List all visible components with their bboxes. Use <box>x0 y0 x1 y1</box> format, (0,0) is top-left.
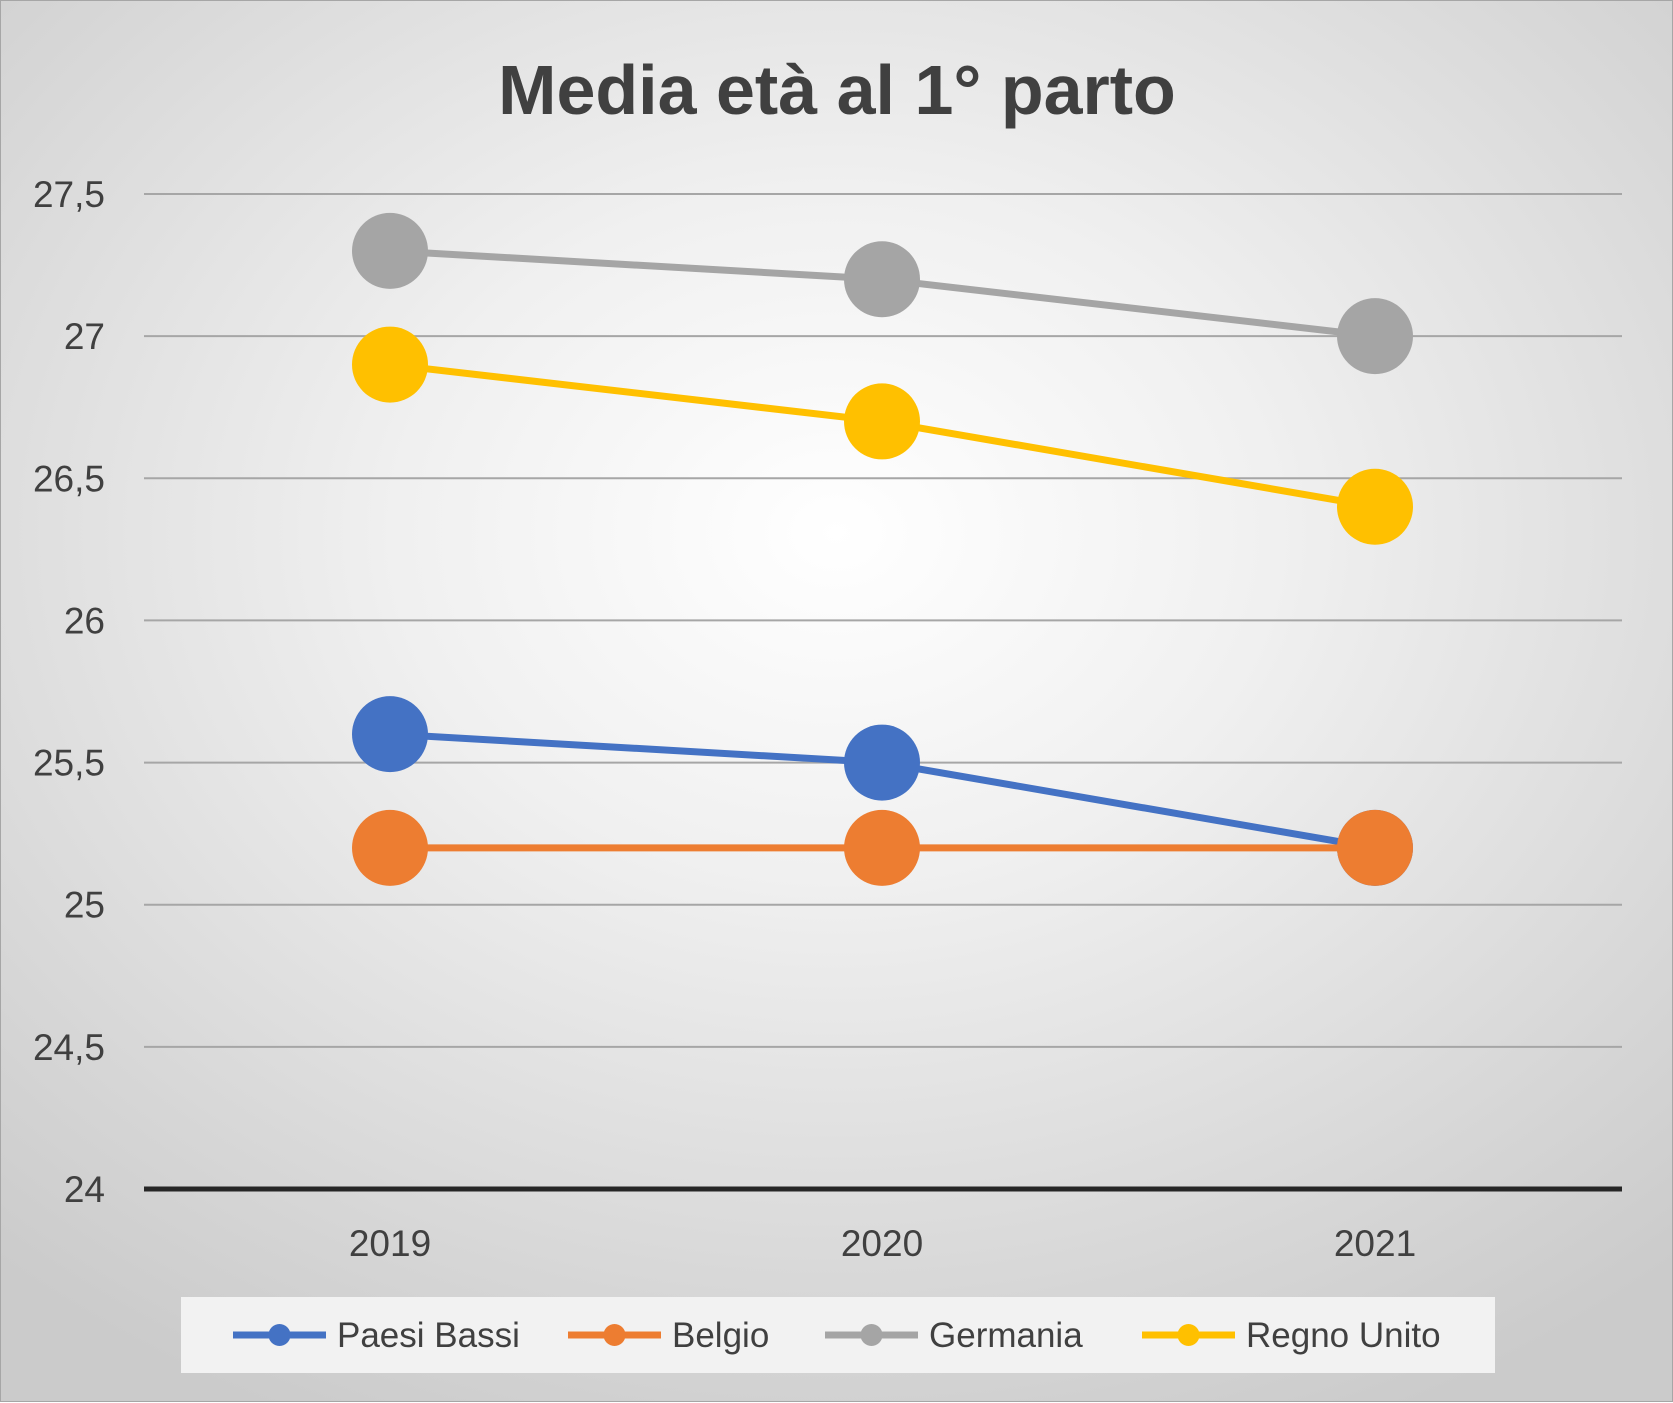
series-3 <box>352 326 1413 545</box>
series-1 <box>352 809 1413 886</box>
series-2 <box>352 212 1413 375</box>
data-point <box>352 212 428 289</box>
legend-label: Paesi Bassi <box>337 1316 520 1355</box>
data-point <box>844 724 920 801</box>
legend: Paesi Bassi Belgio Germania Regno Unito <box>233 1316 1441 1355</box>
x-axis-tick-labels: 2019 2020 2021 <box>349 1223 1416 1264</box>
x-tick-label: 2019 <box>349 1223 431 1264</box>
y-tick-label: 25 <box>64 885 105 926</box>
data-point <box>1337 809 1413 886</box>
legend-label: Regno Unito <box>1246 1316 1441 1355</box>
legend-marker <box>603 1324 626 1346</box>
data-point <box>352 809 428 886</box>
data-point <box>1337 468 1413 545</box>
data-point <box>844 383 920 460</box>
series-group <box>352 212 1413 886</box>
x-tick-label: 2020 <box>841 1223 923 1264</box>
data-point <box>844 809 920 886</box>
y-tick-label: 26,5 <box>33 458 105 499</box>
legend-label: Germania <box>929 1316 1083 1355</box>
data-point <box>352 326 428 403</box>
y-tick-label: 24,5 <box>33 1027 105 1068</box>
y-tick-label: 27,5 <box>33 174 105 215</box>
legend-item: Regno Unito <box>1142 1316 1441 1355</box>
legend-item: Germania <box>825 1316 1083 1355</box>
legend-item: Belgio <box>568 1316 769 1355</box>
y-tick-label: 27 <box>64 316 105 357</box>
y-axis-tick-labels: 24 24,5 25 25,5 26 26,5 27 27,5 <box>33 174 105 1210</box>
legend-label: Belgio <box>672 1316 769 1355</box>
legend-marker <box>268 1324 291 1346</box>
data-point <box>844 241 920 318</box>
y-tick-label: 25,5 <box>33 743 105 784</box>
y-tick-label: 24 <box>64 1169 105 1210</box>
y-tick-label: 26 <box>64 600 105 641</box>
legend-item: Paesi Bassi <box>233 1316 520 1355</box>
data-point <box>1337 298 1413 375</box>
data-point <box>352 696 428 773</box>
chart-title: Media età al 1° parto <box>498 51 1176 129</box>
legend-marker <box>860 1324 883 1346</box>
x-tick-label: 2021 <box>1334 1223 1416 1264</box>
legend-marker <box>1177 1324 1200 1346</box>
